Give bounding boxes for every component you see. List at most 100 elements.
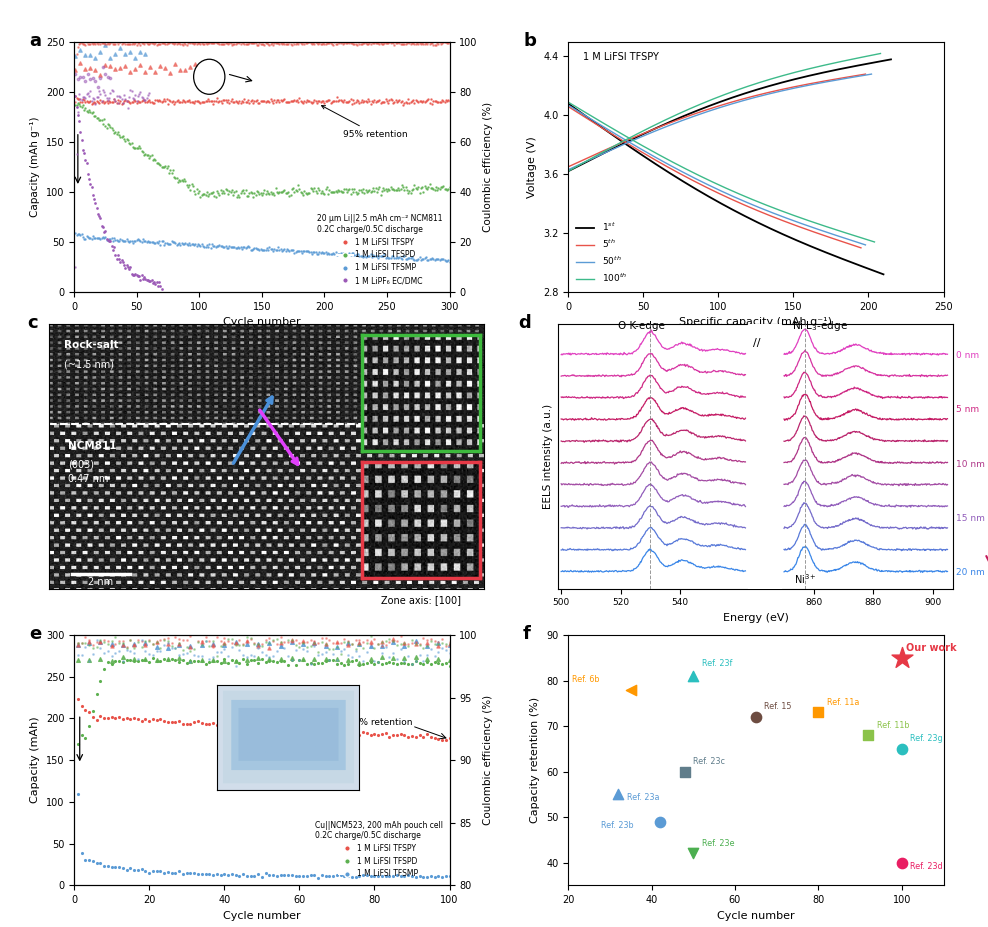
Point bbox=[131, 35, 147, 50]
Point bbox=[123, 36, 138, 51]
Point bbox=[101, 36, 117, 51]
Point bbox=[241, 36, 257, 51]
Point bbox=[265, 634, 281, 649]
Point bbox=[206, 638, 221, 653]
Point bbox=[144, 36, 160, 51]
Point bbox=[105, 36, 121, 51]
Point bbox=[115, 637, 130, 652]
Point bbox=[381, 631, 397, 646]
Point bbox=[90, 37, 106, 52]
Point bbox=[104, 648, 120, 663]
Point bbox=[367, 654, 382, 668]
Point bbox=[179, 632, 195, 647]
Y-axis label: Coulombic efficiency (%): Coulombic efficiency (%) bbox=[483, 102, 493, 232]
Point bbox=[67, 67, 83, 82]
Point bbox=[434, 36, 450, 51]
Y-axis label: EELS intensity (a.u.): EELS intensity (a.u.) bbox=[542, 404, 552, 509]
Point bbox=[296, 36, 312, 51]
Point bbox=[356, 654, 371, 668]
Point bbox=[284, 653, 299, 667]
Point bbox=[400, 637, 416, 652]
Point bbox=[281, 632, 296, 647]
Point bbox=[140, 36, 156, 51]
Point bbox=[95, 35, 111, 50]
Point bbox=[310, 36, 326, 51]
Point bbox=[96, 36, 112, 51]
Point bbox=[239, 630, 255, 645]
Point bbox=[123, 644, 138, 659]
Point bbox=[138, 90, 154, 105]
Point bbox=[173, 37, 189, 52]
Point bbox=[359, 635, 374, 650]
Point bbox=[299, 640, 315, 654]
Point bbox=[160, 636, 176, 651]
Point bbox=[351, 34, 367, 49]
Point bbox=[171, 631, 187, 646]
Point bbox=[77, 61, 93, 76]
Point bbox=[115, 650, 130, 665]
Point bbox=[396, 37, 412, 52]
Text: Ref. 23c: Ref. 23c bbox=[694, 757, 725, 766]
Point bbox=[118, 92, 133, 107]
Point bbox=[152, 633, 168, 648]
Point bbox=[300, 35, 316, 50]
Point bbox=[284, 633, 299, 648]
Point bbox=[396, 654, 412, 668]
Point bbox=[160, 652, 176, 667]
Point bbox=[123, 633, 138, 648]
Point bbox=[108, 637, 124, 652]
Point bbox=[333, 635, 349, 650]
Point bbox=[227, 638, 243, 653]
Point bbox=[269, 643, 285, 658]
Point bbox=[318, 637, 334, 652]
Point bbox=[99, 36, 115, 51]
Point bbox=[104, 634, 120, 649]
Point bbox=[79, 87, 95, 102]
Point bbox=[374, 634, 390, 649]
Point bbox=[306, 639, 322, 654]
Point bbox=[81, 638, 97, 653]
Point bbox=[415, 631, 431, 646]
Point bbox=[149, 653, 165, 667]
Point bbox=[126, 652, 142, 667]
Point bbox=[263, 36, 279, 51]
Point bbox=[352, 37, 368, 52]
Point bbox=[206, 640, 221, 654]
Point bbox=[352, 635, 368, 650]
Point bbox=[225, 37, 241, 52]
Point bbox=[326, 35, 342, 50]
Point bbox=[71, 86, 87, 101]
Point bbox=[396, 635, 412, 650]
Point bbox=[82, 83, 98, 98]
Text: Ni$^{3+}$: Ni$^{3+}$ bbox=[793, 572, 816, 586]
Point bbox=[398, 36, 414, 51]
Point bbox=[686, 668, 701, 683]
Point bbox=[224, 631, 240, 646]
Point bbox=[385, 634, 401, 649]
Point bbox=[93, 634, 109, 649]
Point bbox=[409, 36, 425, 51]
Point bbox=[141, 633, 157, 648]
Point bbox=[206, 36, 221, 51]
Point bbox=[72, 56, 88, 70]
Point bbox=[243, 631, 259, 646]
Point bbox=[415, 37, 431, 52]
Point bbox=[677, 764, 693, 779]
Point bbox=[419, 636, 435, 651]
Point bbox=[70, 648, 86, 663]
Point bbox=[108, 46, 124, 61]
Point bbox=[224, 635, 240, 650]
Point bbox=[389, 651, 405, 666]
Point bbox=[239, 634, 255, 649]
Point bbox=[417, 36, 433, 51]
Point bbox=[183, 639, 199, 654]
Point bbox=[352, 648, 368, 663]
Point bbox=[340, 648, 356, 663]
Point bbox=[188, 57, 204, 71]
Point bbox=[349, 37, 365, 52]
Point bbox=[89, 36, 105, 51]
Point bbox=[262, 636, 278, 651]
Point bbox=[381, 634, 397, 649]
Point bbox=[622, 682, 638, 697]
Point bbox=[131, 86, 147, 101]
